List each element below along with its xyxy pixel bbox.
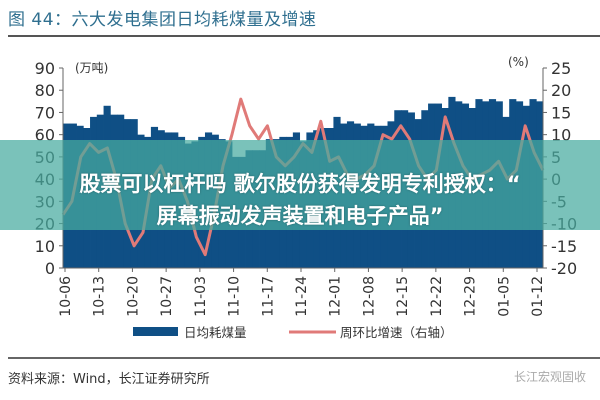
right-axis-unit: (%) bbox=[508, 55, 529, 69]
legend-bar-swatch bbox=[133, 327, 178, 336]
x-tick-label: 10-20 bbox=[125, 276, 141, 317]
left-axis-unit: (万吨) bbox=[75, 61, 108, 75]
left-tick-label: 10 bbox=[35, 237, 55, 256]
x-tick-label: 01-12 bbox=[530, 276, 546, 317]
right-tick-label: 20 bbox=[551, 81, 571, 100]
x-tick-label: 12-15 bbox=[395, 276, 411, 317]
headline-line-1: 股票可以杠杆吗 歌尔股份获得发明专利授权：“ bbox=[79, 172, 521, 196]
right-tick-label: -15 bbox=[551, 237, 577, 256]
legend-bar-label: 日均耗煤量 bbox=[184, 325, 247, 340]
right-tick-label: 25 bbox=[551, 59, 571, 78]
x-tick-label: 12-22 bbox=[429, 276, 445, 317]
left-tick-label: 60 bbox=[35, 126, 55, 145]
right-tick-label: -20 bbox=[551, 259, 577, 278]
title-divider bbox=[8, 35, 600, 37]
x-tick-label: 11-03 bbox=[193, 276, 209, 317]
left-tick-label: 0 bbox=[45, 259, 55, 278]
x-tick-label: 12-01 bbox=[328, 276, 344, 317]
source-divider bbox=[8, 357, 600, 359]
legend: 日均耗煤量 周环比增速（右轴） bbox=[133, 325, 453, 340]
x-tick-label: 11-10 bbox=[227, 276, 243, 317]
legend-line-label: 周环比增速（右轴） bbox=[340, 325, 453, 340]
left-tick-label: 70 bbox=[35, 103, 55, 122]
x-tick-label: 10-13 bbox=[92, 276, 108, 317]
x-tick-label: 12-29 bbox=[463, 276, 479, 317]
right-tick-label: 15 bbox=[551, 103, 571, 122]
x-tick-label: 11-24 bbox=[294, 276, 310, 317]
left-tick-label: 90 bbox=[35, 59, 55, 78]
x-tick-label: 11-17 bbox=[260, 276, 276, 317]
chart-title: 图 44：六大发电集团日均耗煤量及增速 bbox=[8, 10, 317, 30]
left-tick-label: 80 bbox=[35, 81, 55, 100]
x-tick-label: 12-08 bbox=[361, 276, 377, 317]
right-tick-label: 10 bbox=[551, 126, 571, 145]
headline-line-2: 屏幕振动发声装置和电子产品” bbox=[156, 204, 444, 228]
x-tick-label: 10-06 bbox=[58, 276, 74, 317]
source-note: 资料来源：Wind，长江证券研究所 bbox=[8, 372, 210, 387]
headline-banner[interactable]: 股票可以杠杆吗 歌尔股份获得发明专利授权：“ 屏幕振动发声装置和电子产品” bbox=[0, 140, 600, 230]
watermark-logo: 长江宏观固收 bbox=[513, 370, 586, 384]
x-tick-label: 10-27 bbox=[159, 276, 175, 317]
x-tick-label: 01-05 bbox=[496, 276, 512, 317]
